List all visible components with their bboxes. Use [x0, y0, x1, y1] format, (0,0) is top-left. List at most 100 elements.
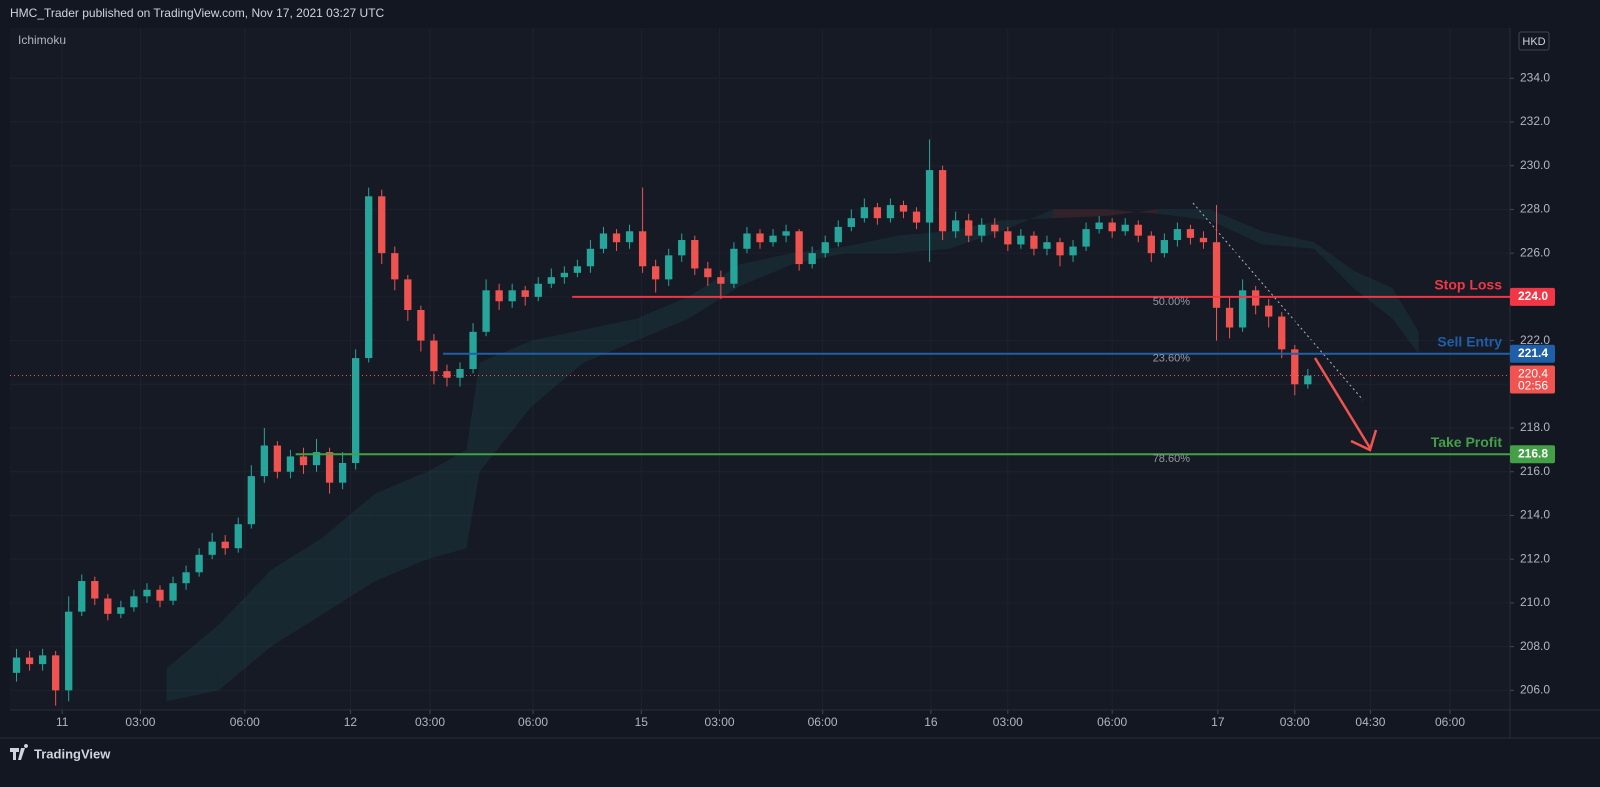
x-tick-label: 11 [56, 715, 69, 729]
candle-body [247, 476, 255, 525]
candle-body [1278, 316, 1286, 350]
ichimoku-cloud [1392, 288, 1419, 354]
candle-body [1212, 242, 1221, 308]
ichimoku-cloud [1210, 209, 1263, 245]
x-tick-label: 06:00 [518, 715, 548, 729]
x-tick-label: 06:00 [1435, 715, 1465, 729]
candle-body [195, 554, 203, 573]
currency-box[interactable] [1518, 31, 1550, 51]
level-price-tag [1510, 287, 1555, 306]
candle-body [730, 248, 738, 284]
y-tick-label: 230.0 [1520, 158, 1550, 172]
candle-body [808, 253, 816, 265]
ichimoku-cloud [1262, 231, 1315, 249]
candle-body [1043, 242, 1051, 249]
fib-label: 23.60% [1153, 353, 1191, 365]
candle-body [704, 268, 712, 278]
candle-body [612, 233, 621, 243]
candle-body [978, 224, 986, 236]
level-name: Stop Loss [1434, 277, 1502, 293]
y-tick-label: 222.0 [1520, 333, 1550, 347]
ichimoku-cloud [844, 235, 897, 254]
candle-body [952, 220, 960, 232]
ichimoku-cloud [740, 253, 793, 286]
candle-body [965, 220, 973, 236]
ichimoku-cloud [323, 493, 376, 614]
candle-body [404, 279, 412, 310]
candle-body [91, 581, 99, 599]
logo-icon[interactable] [10, 744, 29, 760]
candle-body [638, 231, 647, 267]
arrow-head [1350, 429, 1378, 452]
y-tick-label: 210.0 [1520, 595, 1550, 609]
ichimoku-cloud [1353, 270, 1393, 319]
candle-body [25, 657, 34, 665]
ichimoku-cloud [896, 231, 950, 254]
candle-body [273, 445, 282, 472]
ichimoku-cloud [166, 624, 219, 702]
y-tick-label: 228.0 [1520, 202, 1550, 216]
y-tick-label: 234.0 [1520, 70, 1550, 84]
candle-body [130, 596, 138, 608]
candle-body [1082, 229, 1090, 247]
candle-body [743, 233, 751, 249]
candle-body [847, 218, 855, 227]
x-tick-label: 17 [1211, 715, 1225, 729]
candle-body [873, 207, 882, 219]
y-tick-label: 218.0 [1520, 420, 1550, 434]
ichimoku-cloud [1157, 209, 1210, 221]
x-tick-label: 04:30 [1355, 715, 1385, 729]
arrow-shaft [1313, 357, 1372, 449]
candle-body [1095, 222, 1103, 230]
x-tick-label: 16 [924, 715, 938, 729]
candle-body [560, 272, 568, 278]
candle-body [417, 309, 425, 341]
candle-body [925, 170, 934, 223]
candle-body [782, 231, 790, 236]
y-tick-label: 206.0 [1520, 682, 1550, 696]
x-tick-label: 06:00 [808, 715, 838, 729]
arrow [1313, 357, 1378, 452]
y-tick-label: 214.0 [1520, 508, 1550, 522]
candle-body [860, 207, 868, 219]
candle-body [443, 371, 451, 378]
x-tick-label: 03:00 [415, 715, 445, 729]
candle-body [678, 240, 686, 256]
indicator-name: Ichimoku [18, 33, 66, 47]
candle-body [1147, 235, 1155, 254]
candle-body [352, 358, 360, 463]
last-price-label: 220.4 [1518, 367, 1548, 381]
candle-body [391, 253, 399, 280]
candle-body [38, 655, 47, 665]
candle-body [378, 196, 386, 254]
candle-body [756, 233, 764, 243]
candle-body [912, 211, 921, 223]
candle-body [1160, 240, 1168, 254]
level-name: Sell Entry [1437, 333, 1502, 349]
y-tick-label: 226.0 [1520, 245, 1550, 259]
footer-logo[interactable]: TradingView [10, 744, 111, 761]
ichimoku-cloud [270, 537, 324, 647]
currency[interactable]: HKD [1522, 36, 1545, 48]
x-tick-label: 03:00 [993, 715, 1023, 729]
level-price-label: 224.0 [1518, 289, 1548, 303]
ichimoku-cloud [688, 264, 741, 319]
candle-body [691, 240, 699, 269]
x-tick-label: 03:00 [1280, 715, 1310, 729]
candle-body [1173, 229, 1182, 241]
candle-body [1134, 224, 1142, 236]
candle-body [469, 331, 477, 369]
candle-body [1004, 231, 1012, 245]
candle-body [312, 452, 321, 466]
x-tick-label: 06:00 [1097, 715, 1127, 729]
brand[interactable]: TradingView [34, 746, 111, 761]
x-tick-label: 06:00 [230, 715, 260, 729]
level-name: Take Profit [1431, 434, 1503, 450]
level-price-label: 216.8 [1518, 446, 1548, 460]
candle-body [938, 170, 947, 232]
ichimoku-cloud [531, 329, 584, 407]
candle-body [1069, 246, 1077, 256]
candle-body [521, 290, 529, 297]
